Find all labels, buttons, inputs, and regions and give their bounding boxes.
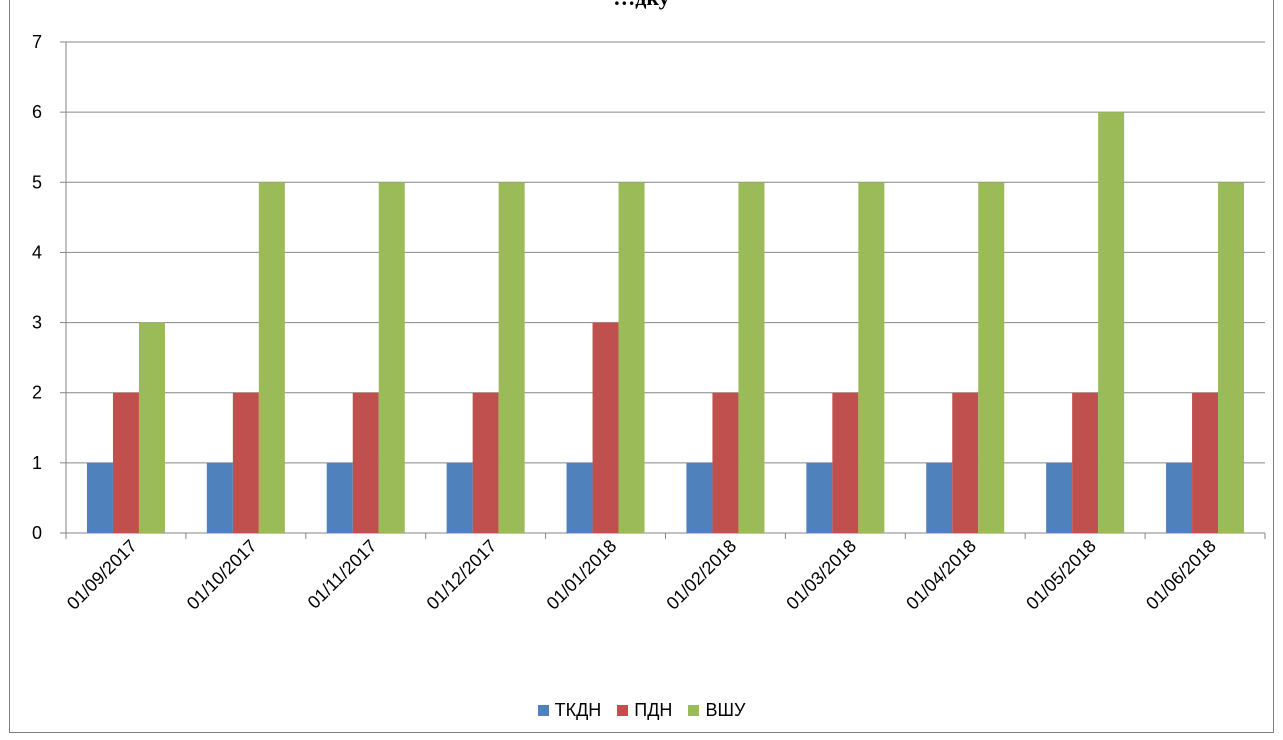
- bar-ПДН-01/03/2018: [832, 392, 859, 533]
- x-tick-label-01/11/2017: 01/11/2017: [304, 536, 381, 613]
- bar-ВШУ-01/10/2017: [258, 182, 285, 534]
- bar-ВШУ-01/03/2018: [858, 182, 885, 534]
- legend-label-tkdn: ТКДН: [554, 699, 602, 720]
- bar-ПДН-01/02/2018: [712, 392, 739, 533]
- bar-ТКДН-01/02/2018: [686, 462, 713, 533]
- bar-ВШУ-01/05/2018: [1098, 112, 1125, 534]
- x-tick-label-01/01/2018: 01/01/2018: [543, 536, 621, 614]
- legend-item-vshu: ВШУ: [688, 700, 745, 721]
- bar-ТКДН-01/10/2017: [206, 462, 233, 533]
- x-tick-label-01/02/2018: 01/02/2018: [662, 536, 740, 614]
- bar-ТКДН-01/09/2017: [86, 462, 113, 533]
- bar-ПДН-01/01/2018: [592, 322, 619, 533]
- bar-ТКДН-01/01/2018: [566, 462, 593, 533]
- x-tick-label-01/03/2018: 01/03/2018: [782, 536, 860, 614]
- legend-item-pdn: ПДН: [617, 700, 672, 721]
- y-tick-label-6: 6: [32, 102, 42, 122]
- bar-ТКДН-01/12/2017: [446, 462, 473, 533]
- bar-ТКДН-01/05/2018: [1046, 462, 1073, 533]
- bar-ТКДН-01/11/2017: [326, 462, 353, 533]
- x-tick-label-01/04/2018: 01/04/2018: [902, 536, 980, 614]
- bar-ВШУ-01/11/2017: [378, 182, 405, 534]
- bar-ПДН-01/11/2017: [352, 392, 379, 533]
- bar-ПДН-01/12/2017: [472, 392, 499, 533]
- y-tick-label-2: 2: [32, 383, 42, 403]
- legend-item-tkdn: ТКДН: [537, 699, 602, 721]
- bar-ПДН-01/09/2017: [112, 392, 139, 533]
- y-tick-label-4: 4: [32, 242, 42, 262]
- legend-swatch-tkdn: [537, 704, 549, 716]
- bar-ВШУ-01/12/2017: [498, 182, 525, 534]
- legend-swatch-pdn: [617, 704, 629, 716]
- bar-ПДН-01/04/2018: [952, 392, 979, 533]
- legend-label-pdn: ПДН: [634, 699, 673, 720]
- bar-ТКДН-01/04/2018: [926, 462, 953, 533]
- x-tick-label-01/12/2017: 01/12/2017: [423, 536, 501, 614]
- bar-ВШУ-01/01/2018: [618, 182, 645, 534]
- x-tick-label-01/10/2017: 01/10/2017: [183, 536, 261, 614]
- bar-ВШУ-01/09/2017: [138, 322, 165, 533]
- chart-title: …дку: [0, 0, 1283, 10]
- legend: ТКДН ПДН ВШУ: [0, 698, 1283, 722]
- legend-swatch-vshu: [688, 704, 700, 716]
- legend-label-vshu: ВШУ: [705, 699, 746, 720]
- y-tick-label-1: 1: [32, 453, 42, 473]
- x-tick-label-01/06/2018: 01/06/2018: [1142, 536, 1220, 614]
- bar-ПДН-01/05/2018: [1072, 392, 1099, 533]
- y-tick-label-0: 0: [32, 523, 42, 543]
- bar-ПДН-01/10/2017: [232, 392, 259, 533]
- x-tick-label-01/05/2018: 01/05/2018: [1022, 536, 1100, 614]
- bar-ВШУ-01/04/2018: [978, 182, 1005, 534]
- bar-ВШУ-01/06/2018: [1218, 182, 1245, 534]
- x-tick-label-01/09/2017: 01/09/2017: [63, 536, 141, 614]
- bar-ТКДН-01/03/2018: [806, 462, 833, 533]
- bar-ПДН-01/06/2018: [1192, 392, 1219, 533]
- bar-ТКДН-01/06/2018: [1166, 462, 1193, 533]
- y-tick-label-3: 3: [32, 313, 42, 333]
- y-tick-label-7: 7: [32, 32, 42, 52]
- bar-ВШУ-01/02/2018: [738, 182, 765, 534]
- y-tick-label-5: 5: [32, 172, 42, 192]
